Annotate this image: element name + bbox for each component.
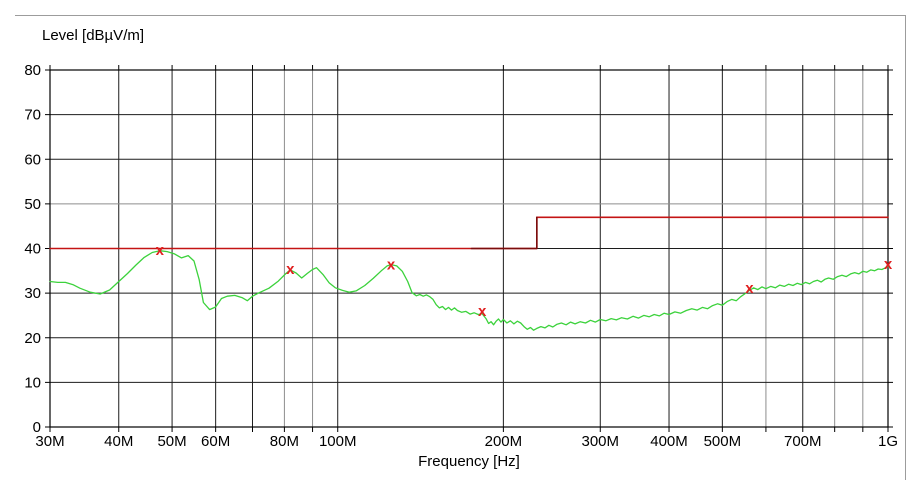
x-tick-label: 1G	[878, 433, 898, 450]
x-tick-label: 80M	[270, 433, 299, 450]
y-tick-label: 20	[24, 330, 41, 347]
x-tick-label: 30M	[35, 433, 64, 450]
y-tick-label: 30	[24, 285, 41, 302]
y-tick-label: 80	[24, 62, 41, 79]
x-tick-label: 60M	[201, 433, 230, 450]
peak-marker-x: x	[884, 256, 893, 273]
axis-ticks-group	[45, 65, 893, 432]
limit-line	[49, 216, 889, 250]
x-tick-label: 300M	[582, 433, 620, 450]
peak-marker-x: x	[156, 242, 165, 259]
limit-line-dark-overlap	[470, 216, 538, 250]
y-tick-label: 50	[24, 196, 41, 213]
x-tick-label: 700M	[784, 433, 822, 450]
y-axis-unit-title: Level [dBµV/m]	[42, 27, 145, 44]
peak-marker-x: x	[387, 257, 396, 274]
x-axis-title: Frequency [Hz]	[418, 453, 520, 470]
y-tick-label: 70	[24, 107, 41, 124]
y-tick-label: 10	[24, 374, 41, 391]
series-group	[49, 216, 889, 331]
page-frame-top-border	[15, 15, 905, 16]
peak-marker-x: x	[478, 303, 487, 320]
measurement-trace	[49, 250, 889, 331]
y-tick-label: 0	[33, 419, 41, 436]
x-tick-label: 200M	[485, 433, 523, 450]
peak-markers-group: x x x x x x	[156, 242, 893, 320]
x-tick-label: 100M	[319, 433, 357, 450]
x-tick-label: 500M	[704, 433, 742, 450]
tick-labels-group: 0 10 20 30 40 50 60 70 80 30M 40M 50M 60M 80M 100M 200M…	[24, 62, 898, 450]
y-tick-label: 60	[24, 151, 41, 168]
peak-marker-x: x	[745, 280, 754, 297]
peak-marker-x: x	[286, 261, 295, 278]
page-frame-right-border	[905, 15, 906, 480]
x-tick-label: 40M	[104, 433, 133, 450]
x-tick-label: 50M	[157, 433, 186, 450]
y-tick-label: 40	[24, 241, 41, 258]
x-tick-label: 400M	[650, 433, 688, 450]
